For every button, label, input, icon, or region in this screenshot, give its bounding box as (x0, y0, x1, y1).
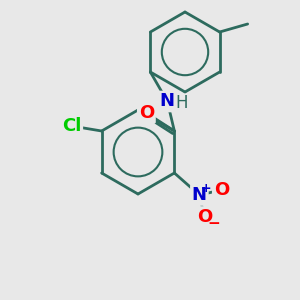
Text: +: + (201, 182, 212, 194)
Text: O: O (214, 181, 229, 199)
Text: O: O (197, 208, 212, 226)
Text: N: N (192, 186, 207, 204)
Text: H: H (175, 94, 188, 112)
Text: O: O (139, 104, 154, 122)
Text: −: − (207, 217, 220, 232)
Text: N: N (160, 92, 175, 110)
Text: Cl: Cl (62, 117, 81, 135)
